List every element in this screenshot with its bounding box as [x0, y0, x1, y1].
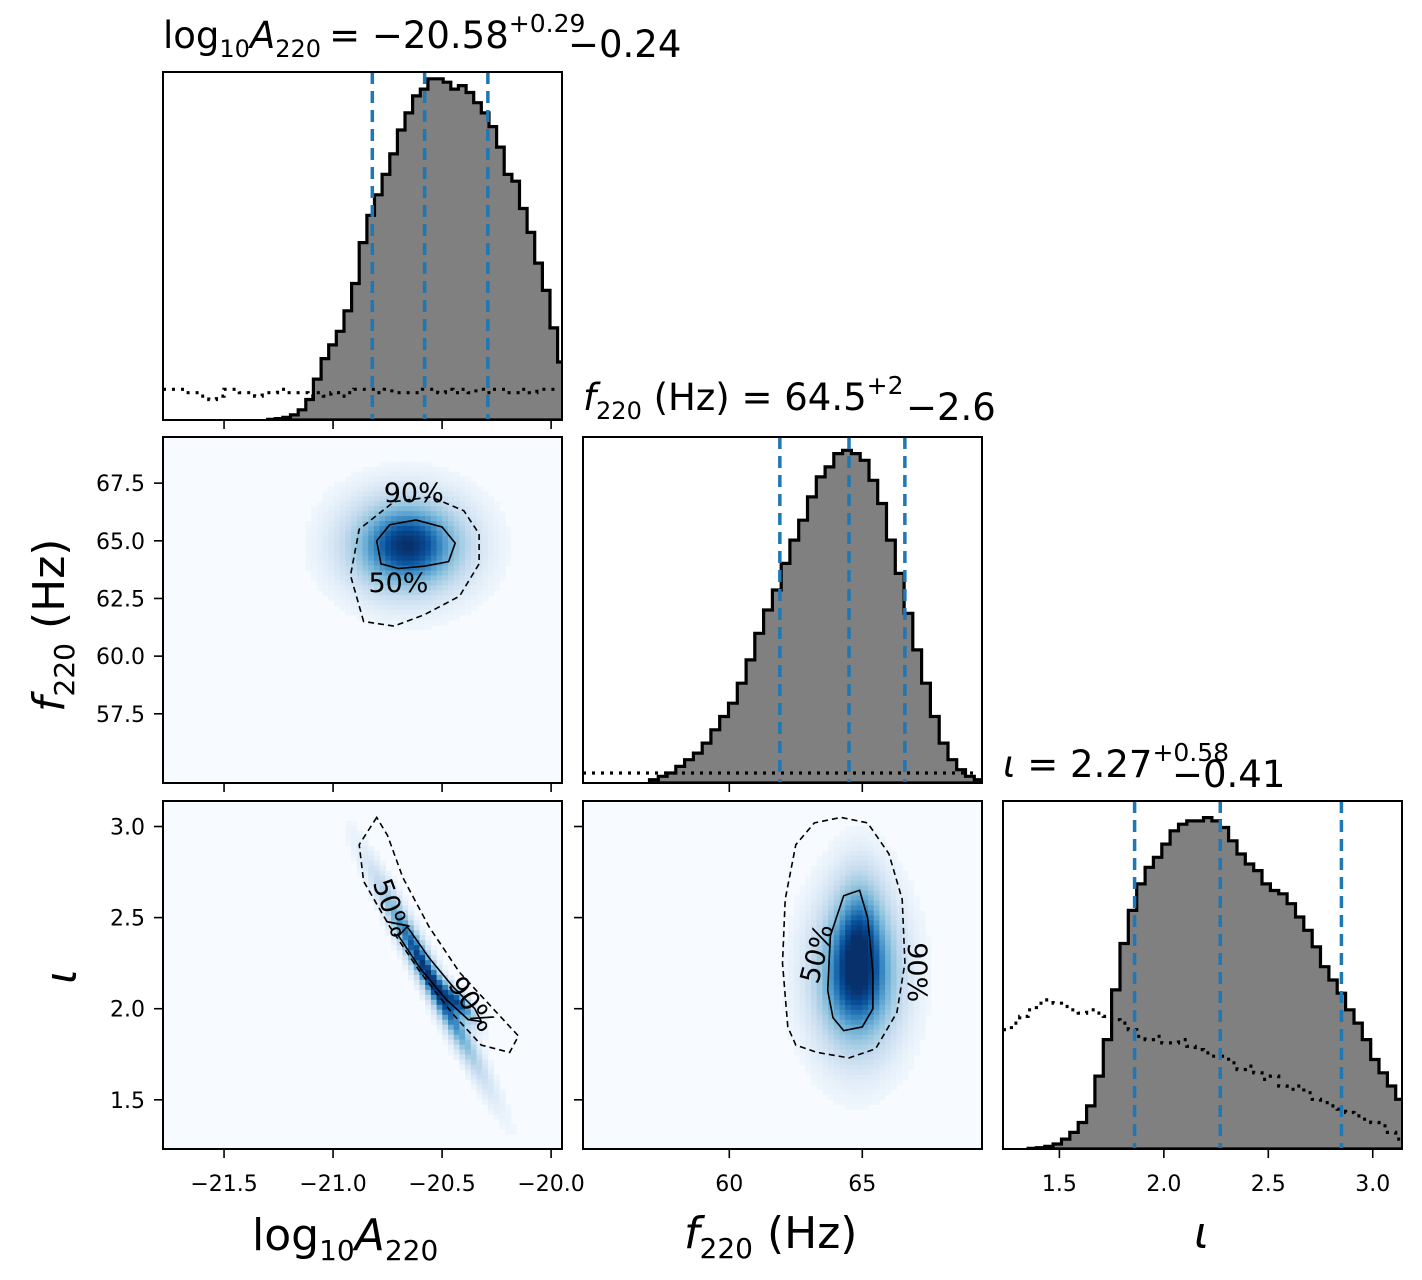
frame-joint [162, 800, 563, 1150]
posterior-outline-f220 [647, 448, 982, 783]
posterior-fill-iota [1028, 817, 1402, 1149]
xlabel-logA: log10A220 [252, 1210, 438, 1267]
y-tick-label-iota: 3.0 [110, 816, 145, 841]
title-f220-minus: −2.6 [906, 386, 996, 429]
x-tick-label-f220: 65 [848, 1172, 876, 1197]
posterior-fill-logA [267, 78, 562, 420]
frame-iota [1002, 800, 1403, 1150]
x-tick-label-f220: 60 [715, 1172, 743, 1197]
contour-label-0: 90% [384, 478, 444, 509]
posterior-outline-iota [1026, 816, 1402, 1149]
title-iota-minus: −0.41 [1172, 753, 1285, 796]
contour-label-1: 90% [901, 942, 932, 1002]
y-tick-label-f220: 67.5 [96, 472, 145, 497]
xlabel-f220: f220 (Hz) [684, 1208, 857, 1265]
x-tick-label-logA: −20.0 [517, 1172, 584, 1197]
frame-joint [162, 436, 563, 784]
posterior-fill-f220 [649, 450, 982, 783]
contour-50pct [826, 889, 874, 1032]
hist-panel-logA [162, 71, 563, 421]
title-logA: log10A220 = −20.58+0.29 [163, 9, 585, 63]
y-tick-label-f220: 60.0 [96, 645, 145, 670]
y-tick-label-iota: 1.5 [110, 1089, 145, 1114]
frame-f220 [582, 436, 983, 784]
axis-ticks: −21.5 −21.0 −20.5 −20.0 60 65 1.5 2.0 2.5 3.0 57.5… [96, 420, 1390, 1197]
contour-90pct [349, 496, 480, 627]
joint-panel-f220-iota: 50% 90% [582, 800, 983, 1150]
prior-line-logA [163, 387, 560, 402]
ylabel-f220: f220 (Hz) [24, 539, 81, 712]
y-tick-label-f220: 65.0 [96, 530, 145, 555]
x-tick-label-iota: 1.5 [1042, 1172, 1077, 1197]
ylabel-iota: ι [36, 969, 87, 984]
frame-logA [162, 71, 563, 421]
joint-panel-logA-f220: 90% 50% [162, 436, 563, 784]
x-tick-label-logA: −21.0 [299, 1172, 366, 1197]
x-tick-label-iota: 2.5 [1251, 1172, 1286, 1197]
contour-90pct [358, 815, 520, 1054]
density-heatmap [782, 825, 932, 1110]
hist-panel-f220 [582, 436, 983, 784]
x-tick-label-logA: −21.5 [190, 1172, 257, 1197]
y-tick-label-f220: 57.5 [96, 703, 145, 728]
frame-joint [582, 800, 983, 1150]
y-tick-label-iota: 2.0 [110, 998, 145, 1023]
y-tick-label-iota: 2.5 [110, 907, 145, 932]
title-f220: f220 (Hz) = 64.5+2 [583, 371, 904, 425]
contour-50pct [375, 519, 457, 570]
title-iota: ι = 2.27+0.58 [1003, 738, 1229, 786]
density-heatmap [345, 820, 517, 1135]
contour-90pct [781, 816, 906, 1059]
xlabel-iota: ι [1194, 1208, 1209, 1259]
y-tick-label-f220: 62.5 [96, 587, 145, 612]
x-tick-label-iota: 3.0 [1355, 1172, 1390, 1197]
title-logA-minus: −0.24 [568, 23, 681, 66]
x-tick-label-logA: −20.5 [408, 1172, 475, 1197]
posterior-outline-logA [266, 77, 562, 420]
x-tick-label-iota: 2.0 [1146, 1172, 1181, 1197]
hist-panel-iota [1002, 800, 1403, 1150]
contour-50pct [397, 925, 483, 1023]
joint-panel-logA-iota: 50%90% [162, 800, 563, 1150]
contour-label-1: 50% [368, 568, 428, 599]
